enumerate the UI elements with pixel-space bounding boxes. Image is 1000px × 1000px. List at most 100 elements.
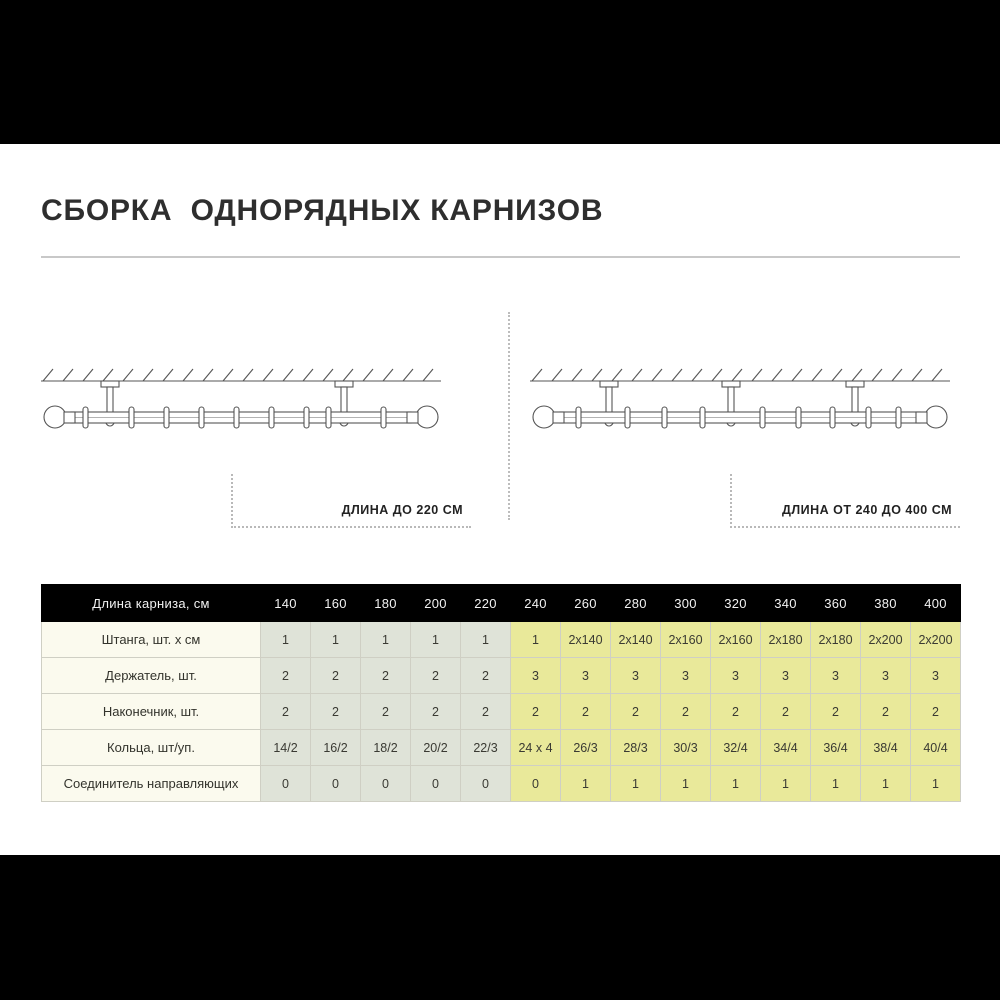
rod-tube-short bbox=[70, 411, 412, 424]
header-length-400: 400 bbox=[910, 584, 961, 622]
cell-r1-c260: 2х140 bbox=[560, 621, 611, 658]
cell-r2-c220: 2 bbox=[460, 657, 511, 694]
ceiling-hatching-short bbox=[41, 368, 441, 382]
cell-r1-c200: 1 bbox=[410, 621, 461, 658]
cell-r5-c180: 0 bbox=[360, 765, 411, 802]
cell-r3-c340: 2 bbox=[760, 693, 811, 730]
cell-r3-c200: 2 bbox=[410, 693, 461, 730]
cell-r1-c180: 1 bbox=[360, 621, 411, 658]
callout-label-short: ДЛИНА ДО 220 СМ bbox=[341, 503, 463, 517]
header-length-200: 200 bbox=[410, 584, 461, 622]
cell-r2-c300: 3 bbox=[660, 657, 711, 694]
cell-r5-c400: 1 bbox=[910, 765, 961, 802]
row-label-4: Кольца, шт/уп. bbox=[41, 729, 261, 766]
cell-r4-c280: 28/3 bbox=[610, 729, 661, 766]
header-length-240: 240 bbox=[510, 584, 561, 622]
cell-r3-c280: 2 bbox=[610, 693, 661, 730]
finial-left-long bbox=[532, 405, 565, 429]
header-length-300: 300 bbox=[660, 584, 711, 622]
header-length-160: 160 bbox=[310, 584, 361, 622]
cell-r4-c240: 24 х 4 bbox=[510, 729, 561, 766]
row-label-5: Соединитель направляющих bbox=[41, 765, 261, 802]
diagram-panel-short: ДЛИНА ДО 220 СМ bbox=[41, 274, 481, 564]
cell-r4-c340: 34/4 bbox=[760, 729, 811, 766]
cell-r5-c340: 1 bbox=[760, 765, 811, 802]
cell-r4-c380: 38/4 bbox=[860, 729, 911, 766]
cell-r3-c220: 2 bbox=[460, 693, 511, 730]
cell-r1-c380: 2х200 bbox=[860, 621, 911, 658]
cell-r1-c360: 2х180 bbox=[810, 621, 861, 658]
cell-r1-c220: 1 bbox=[460, 621, 511, 658]
table-row: Наконечник, шт. 2 2 2 2 2 2 2 2 2 2 2 2 2 2 bbox=[41, 693, 961, 730]
callout-bracket-lines-short bbox=[231, 474, 471, 528]
curtain-rod-illustration-long bbox=[530, 368, 950, 429]
cell-r1-c320: 2х160 bbox=[710, 621, 761, 658]
header-length-320: 320 bbox=[710, 584, 761, 622]
cell-r3-c180: 2 bbox=[360, 693, 411, 730]
spec-table-head: Длина карниза, см 140 160 180 200 220 240 260 2… bbox=[41, 584, 961, 622]
ceiling-hatching-long bbox=[530, 368, 950, 382]
table-row: Штанга, шт. х см 1 1 1 1 1 1 2х140 2х140 2х160 2х1… bbox=[41, 621, 961, 658]
header-length-180: 180 bbox=[360, 584, 411, 622]
cell-r5-c300: 1 bbox=[660, 765, 711, 802]
cell-r5-c360: 1 bbox=[810, 765, 861, 802]
row-label-3: Наконечник, шт. bbox=[41, 693, 261, 730]
header-length-280: 280 bbox=[610, 584, 661, 622]
header-length-340: 340 bbox=[760, 584, 811, 622]
curtain-rod-illustration-short bbox=[41, 368, 441, 429]
callout-bracket-lines-long bbox=[730, 474, 960, 528]
finial-right-short bbox=[406, 405, 439, 429]
curtain-rings-short bbox=[82, 406, 387, 429]
row-label-1: Штанга, шт. х см bbox=[41, 621, 261, 658]
cell-r1-c400: 2х200 bbox=[910, 621, 961, 658]
table-row: Держатель, шт. 2 2 2 2 2 3 3 3 3 3 3 3 3 3 bbox=[41, 657, 961, 694]
cell-r4-c140: 14/2 bbox=[260, 729, 311, 766]
cell-r2-c280: 3 bbox=[610, 657, 661, 694]
panel-divider-dotted bbox=[508, 312, 510, 520]
letterbox-top-bar bbox=[0, 0, 1000, 144]
cell-r5-c380: 1 bbox=[860, 765, 911, 802]
cell-r3-c300: 2 bbox=[660, 693, 711, 730]
cell-r5-c320: 1 bbox=[710, 765, 761, 802]
cell-r3-c260: 2 bbox=[560, 693, 611, 730]
letterbox-bottom-bar bbox=[0, 855, 1000, 1000]
cell-r5-c160: 0 bbox=[310, 765, 361, 802]
diagram-area: ДЛИНА ДО 220 СМ bbox=[0, 274, 1000, 564]
diagram-panel-long: ДЛИНА ОТ 240 ДО 400 СМ bbox=[530, 274, 960, 564]
table-row: Соединитель направляющих 0 0 0 0 0 0 1 1 1 1 1 1 1 1 bbox=[41, 765, 961, 802]
cell-r3-c160: 2 bbox=[310, 693, 361, 730]
header-row-label: Длина карниза, см bbox=[41, 584, 261, 622]
cell-r5-c240: 0 bbox=[510, 765, 561, 802]
callout-label-long: ДЛИНА ОТ 240 ДО 400 СМ bbox=[781, 503, 952, 517]
cell-r3-c380: 2 bbox=[860, 693, 911, 730]
dimension-callout-short: ДЛИНА ДО 220 СМ bbox=[231, 474, 471, 528]
header-length-140: 140 bbox=[260, 584, 311, 622]
spec-table-wrapper: Длина карниза, см 140 160 180 200 220 240 260 2… bbox=[41, 584, 961, 802]
header-length-220: 220 bbox=[460, 584, 511, 622]
spec-table: Длина карниза, см 140 160 180 200 220 240 260 2… bbox=[41, 584, 961, 802]
cell-r5-c260: 1 bbox=[560, 765, 611, 802]
cell-r2-c200: 2 bbox=[410, 657, 461, 694]
cell-r4-c220: 22/3 bbox=[460, 729, 511, 766]
page-title: СБОРКА ОДНОРЯДНЫХ КАРНИЗОВ bbox=[41, 194, 604, 227]
cell-r4-c300: 30/3 bbox=[660, 729, 711, 766]
cell-r1-c300: 2х160 bbox=[660, 621, 711, 658]
cell-r1-c240: 1 bbox=[510, 621, 561, 658]
cell-r1-c160: 1 bbox=[310, 621, 361, 658]
cell-r1-c280: 2х140 bbox=[610, 621, 661, 658]
title-divider-rule bbox=[41, 256, 960, 258]
cell-r2-c360: 3 bbox=[810, 657, 861, 694]
header-length-360: 360 bbox=[810, 584, 861, 622]
cell-r4-c320: 32/4 bbox=[710, 729, 761, 766]
cell-r1-c140: 1 bbox=[260, 621, 311, 658]
curtain-rings-long bbox=[575, 406, 902, 429]
cell-r5-c220: 0 bbox=[460, 765, 511, 802]
cell-r5-c140: 0 bbox=[260, 765, 311, 802]
cell-r4-c260: 26/3 bbox=[560, 729, 611, 766]
dimension-callout-long: ДЛИНА ОТ 240 ДО 400 СМ bbox=[730, 474, 960, 528]
cell-r4-c200: 20/2 bbox=[410, 729, 461, 766]
finial-left-short bbox=[43, 405, 76, 429]
title-block: СБОРКА ОДНОРЯДНЫХ КАРНИЗОВ bbox=[41, 194, 960, 227]
table-header-row: Длина карниза, см 140 160 180 200 220 240 260 2… bbox=[41, 584, 961, 622]
